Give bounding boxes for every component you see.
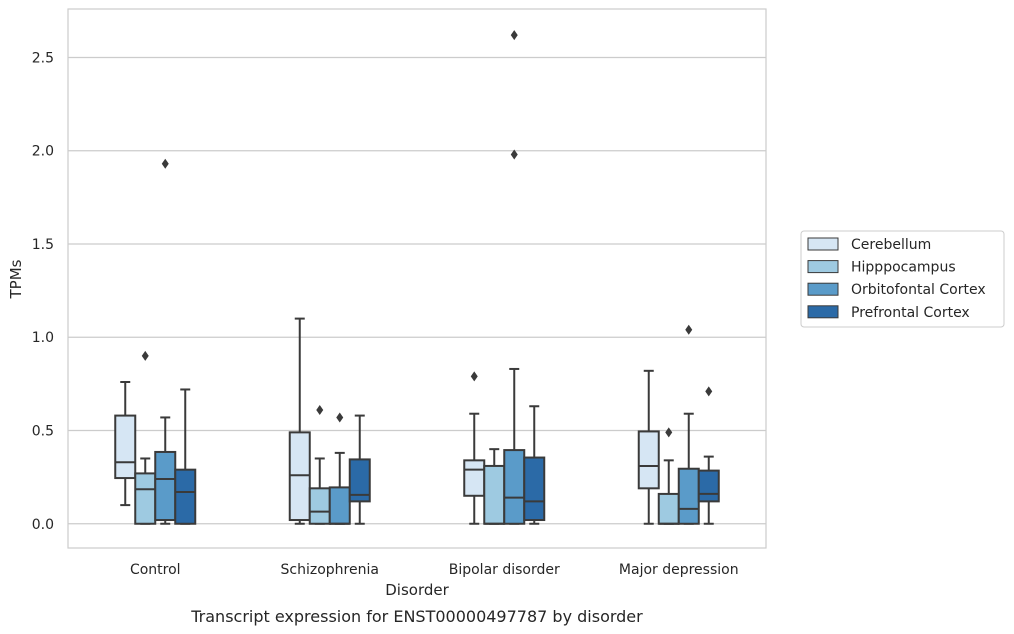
x-tick-label: Major depression [619, 562, 739, 578]
chart-caption: Transcript expression for ENST0000049778… [190, 607, 643, 626]
box-prefrontal-cortex-major-depression [697, 386, 720, 525]
x-tick-label: Bipolar disorder [449, 562, 560, 578]
y-tick-label: 1.5 [32, 237, 54, 253]
iqr-box [697, 469, 720, 503]
iqr-box [134, 472, 157, 525]
iqr-box [463, 459, 486, 497]
y-axis-label: TPMs [7, 259, 25, 299]
box-cerebellum-major-depression [637, 369, 660, 525]
y-tick-label: 0.5 [32, 424, 54, 440]
outlier-point [470, 371, 478, 382]
iqr-box [328, 486, 351, 525]
box-series [114, 30, 720, 525]
iqr-box [677, 467, 700, 525]
legend-entry: Cerebellum [851, 237, 931, 253]
y-tick-label: 1.0 [32, 330, 54, 346]
outlier-point [316, 404, 324, 415]
box-cerebellum-schizophrenia [288, 317, 311, 525]
iqr-box [308, 487, 331, 525]
outlier-point [510, 149, 518, 160]
outlier-point [161, 158, 169, 169]
box-hipppocampus-control [134, 350, 157, 525]
legend-entry: Prefrontal Cortex [851, 305, 970, 321]
box-cerebellum-bipolar-disorder [463, 371, 486, 525]
iqr-box [503, 449, 526, 525]
y-tick-label: 2.0 [32, 144, 54, 160]
box-cerebellum-control [114, 381, 137, 507]
legend-swatch [807, 282, 839, 296]
iqr-box [483, 464, 506, 525]
outlier-point [510, 30, 518, 41]
box-prefrontal-cortex-schizophrenia [348, 414, 371, 525]
box-orbitofontal-cortex-schizophrenia [328, 412, 351, 525]
iqr-box [523, 456, 546, 522]
x-tick-label: Schizophrenia [281, 562, 379, 578]
iqr-box [637, 430, 660, 490]
x-axis-label: Disorder [385, 581, 449, 599]
y-tick-label: 2.5 [32, 50, 54, 66]
x-tick-label: Control [130, 562, 181, 578]
legend-swatch [807, 237, 839, 251]
legend-frame [800, 230, 1005, 328]
iqr-box [657, 492, 680, 525]
iqr-box [154, 450, 177, 522]
legend-entry: Orbitofontal Cortex [851, 282, 986, 298]
plot-frame [67, 8, 767, 549]
legend: Cerebellum Hipppocampus Orbitofontal Corte… [800, 230, 1005, 328]
iqr-box [114, 414, 137, 480]
legend-entry: Hipppocampus [851, 260, 956, 276]
box-prefrontal-cortex-bipolar-disorder [523, 405, 546, 525]
outlier-point [336, 412, 344, 423]
box-prefrontal-cortex-control [174, 388, 197, 525]
y-tick-label: 0.0 [32, 517, 54, 533]
outlier-point [665, 427, 673, 438]
y-tick-labels: 0.0 0.5 1.0 1.5 2.0 2.5 [32, 50, 54, 532]
iqr-box [174, 468, 197, 525]
outlier-point [141, 350, 149, 361]
outlier-point [705, 386, 713, 397]
legend-swatch [807, 260, 839, 274]
legend-swatch [807, 305, 839, 319]
box-hipppocampus-bipolar-disorder [483, 448, 506, 525]
x-tick-labels: Control Schizophrenia Bipolar disorder Majo… [130, 562, 739, 578]
outlier-point [685, 324, 693, 335]
iqr-box [348, 458, 371, 503]
